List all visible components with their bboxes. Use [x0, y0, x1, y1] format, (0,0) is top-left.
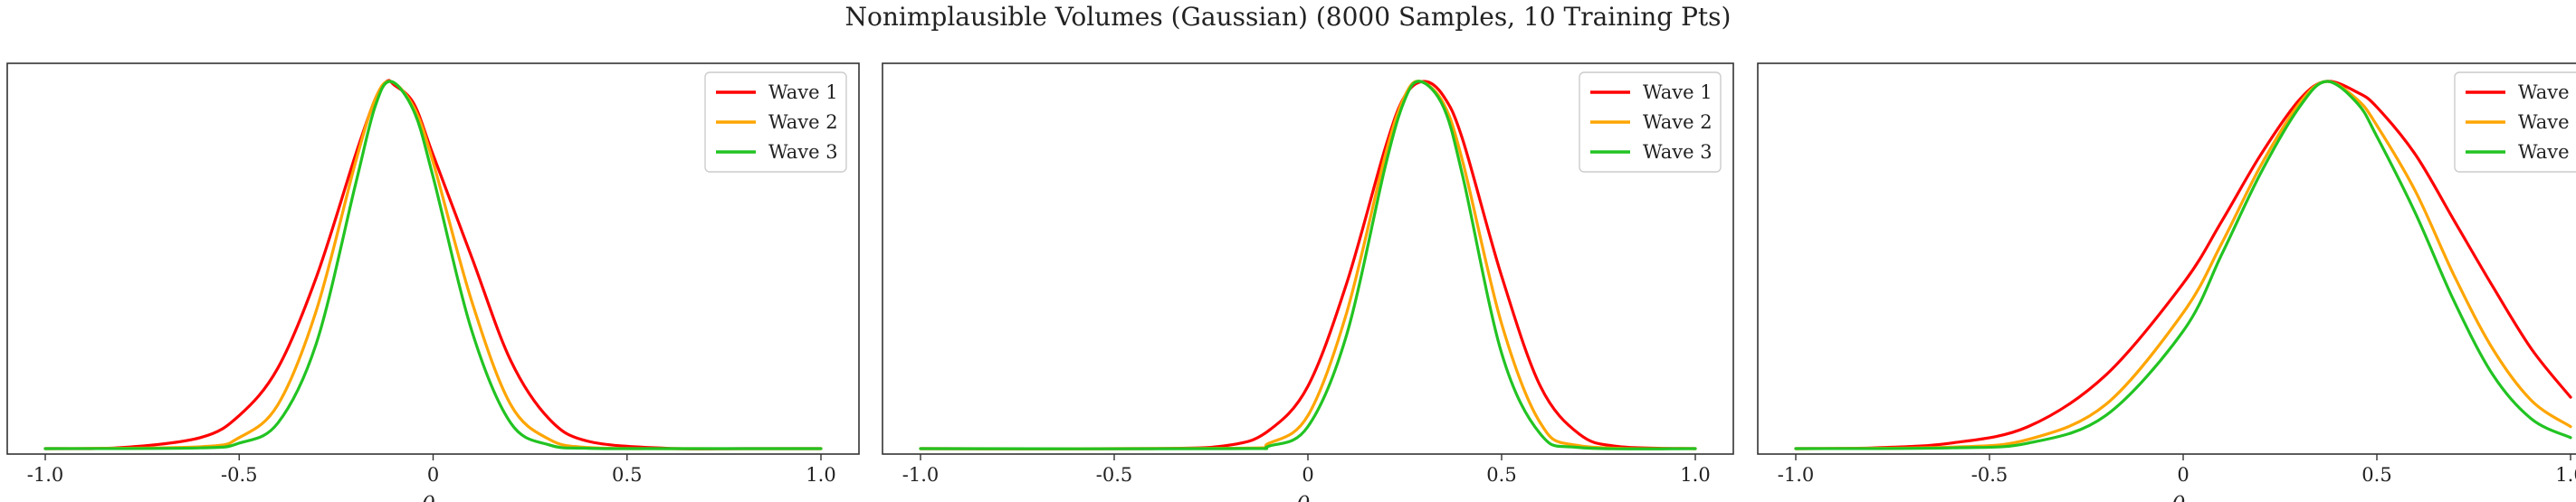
- axes-frame: [1757, 62, 2576, 455]
- x-tick-label: 0: [1302, 464, 1313, 486]
- legend-label: Wave 3: [2518, 141, 2576, 163]
- x-tick-label: -0.5: [1971, 464, 2008, 486]
- x-tick-label: 1.0: [2555, 464, 2576, 486]
- legend-box: [2454, 71, 2576, 173]
- figure-title: Nonimplausible Volumes (Gaussian) (8000 …: [845, 2, 1732, 32]
- legend-label: Wave 2: [2518, 111, 2576, 133]
- legend-label: Wave 2: [1643, 111, 1713, 133]
- x-tick-label: 1.0: [806, 464, 835, 486]
- x-tick-label: -1.0: [902, 464, 940, 486]
- x-tick-label: -1.0: [27, 464, 64, 486]
- x-axis-label: θ2: [1297, 492, 1320, 502]
- x-tick-label: 0: [2177, 464, 2189, 486]
- x-tick-label: -1.0: [1778, 464, 1815, 486]
- legend-label: Wave 3: [1643, 141, 1713, 163]
- series-line-wave-3: [43, 80, 823, 450]
- legend-label: Wave 2: [768, 111, 838, 133]
- series-line-wave-1: [43, 79, 823, 450]
- x-tick-label: -0.5: [221, 464, 258, 486]
- legend: Wave 1 Wave 2 Wave 3: [704, 71, 847, 173]
- legend-box: [704, 71, 847, 173]
- x-tick-label: 0.5: [1486, 464, 1516, 486]
- x-axis-label: θ3: [2172, 492, 2195, 502]
- series-line-wave-3: [1794, 80, 2572, 450]
- x-tick-label: 0: [427, 464, 439, 486]
- legend-label: Wave 3: [768, 141, 838, 163]
- x-axis-label: θ1: [422, 492, 444, 502]
- series-line-wave-1: [1794, 80, 2572, 450]
- legend: Wave 1 Wave 2 Wave 3: [1579, 71, 1722, 173]
- legend-box: [1579, 71, 1722, 173]
- subplot-2: -1.0 -0.5 0 0.5 1.0 θ2 Wave 1 Wave 2 Wave 3: [882, 62, 1734, 502]
- series-line-wave-3: [919, 80, 1697, 450]
- x-tick-label: 1.0: [1680, 464, 1710, 486]
- x-tick-label: 0.5: [2361, 464, 2391, 486]
- legend-label: Wave 1: [768, 81, 838, 103]
- x-tick-label: -0.5: [1096, 464, 1133, 486]
- subplot-3: -1.0 -0.5 0 0.5 1.0 θ3 Wave 1 Wave 2 Wave 3: [1757, 62, 2576, 502]
- legend-label: Wave 1: [1643, 81, 1713, 103]
- subplot-1: -1.0 -0.5 0 0.5 1.0 θ1 Wave 1 Wave 2 Wave 3: [6, 62, 860, 502]
- legend-label: Wave 1: [2518, 81, 2576, 103]
- series-line-wave-2: [1794, 80, 2572, 450]
- legend: Wave 1 Wave 2 Wave 3: [2454, 71, 2576, 173]
- x-tick-label: 0.5: [612, 464, 642, 486]
